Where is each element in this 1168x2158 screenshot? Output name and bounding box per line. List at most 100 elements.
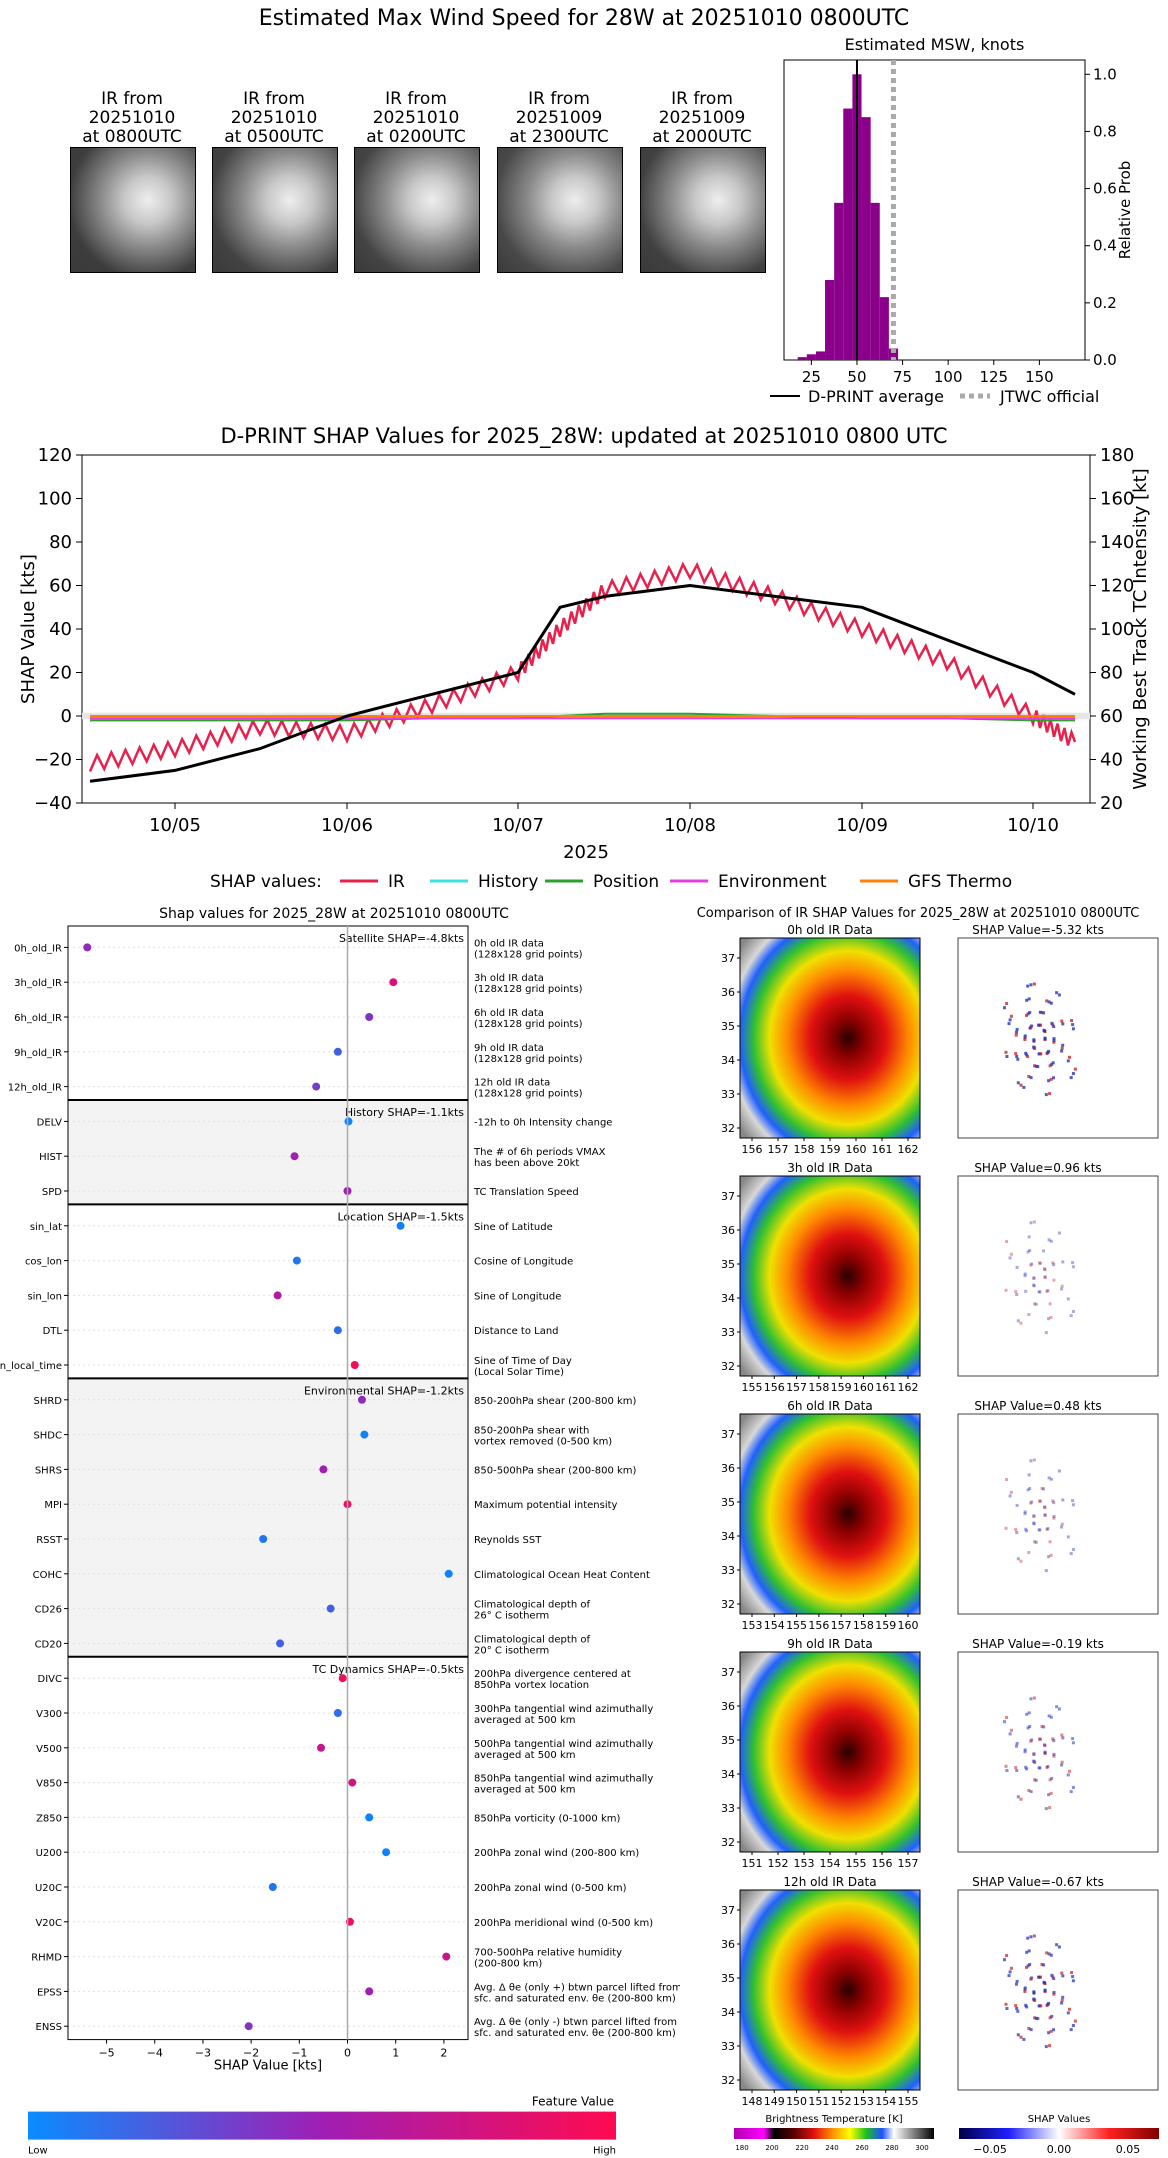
shap-pixel (1008, 1018, 1012, 1022)
shap-pixel (1027, 1789, 1031, 1792)
feature-point (83, 943, 92, 952)
bt-colorbar-tick: 260 (855, 2144, 868, 2152)
feature-point (317, 1743, 326, 1752)
feature-x-tick-label: −5 (98, 2047, 114, 2060)
feature-name: ENSS (36, 2022, 63, 2033)
feature-description: (128x128 grid points) (474, 949, 583, 960)
shap-pixel (1026, 1936, 1030, 1940)
shap-pixel (1061, 1022, 1065, 1026)
ir-x-tick-label: 157 (786, 1381, 807, 1394)
shap-pixel (1073, 1067, 1077, 1071)
shap-pixel (1034, 1540, 1038, 1544)
shap-pixel (1009, 1966, 1013, 1970)
ts-y-tick-label: 120 (38, 445, 72, 466)
ir-y-tick-label: 36 (721, 1224, 735, 1237)
shap-pixel (1071, 2024, 1075, 2027)
shap-pixel (1027, 1235, 1031, 1239)
shap-pixel (1004, 1764, 1008, 1768)
ts-xlabel: 2025 (563, 842, 609, 863)
shap-pixel (1069, 1790, 1073, 1794)
shap-pixel (1026, 1250, 1030, 1254)
shap-pixel (1033, 1760, 1037, 1764)
ir-y-tick-label: 33 (721, 1564, 735, 1577)
ir-x-tick-label: 157 (831, 1619, 852, 1632)
shap-pixel (1026, 984, 1030, 988)
shap-pixel (1049, 1001, 1053, 1005)
shap-pixel (1049, 1077, 1053, 1081)
feature-name: SHRD (33, 1396, 62, 1407)
shap-pixel (1071, 1072, 1075, 1075)
shap-pixel (1060, 1019, 1064, 1023)
shap-pixel (1003, 1006, 1006, 1010)
shap-pixel (1016, 2033, 1020, 2037)
shap-panel-title: SHAP Value=0.96 kts (974, 1161, 1101, 1175)
shap-pixel (1066, 1535, 1070, 1539)
shap-pixel (1047, 1049, 1051, 1053)
feature-x-tick-label: −1 (291, 2047, 307, 2060)
feature-x-tick-label: 2 (440, 2047, 447, 2060)
feature-point (276, 1639, 285, 1648)
shap-pixel (1023, 1988, 1027, 1992)
ir-x-tick-label: 148 (742, 2095, 763, 2108)
shap-pixel (1070, 1971, 1074, 1974)
shap-pixel (1051, 1499, 1055, 1503)
feature-description: 850-200hPa shear with (474, 1426, 589, 1437)
ts-legend-label: TC Intensity (561, 894, 663, 895)
shap-pixel (1048, 2044, 1052, 2048)
ir-y-tick-label: 36 (721, 1938, 735, 1951)
shap-pixel (1051, 1975, 1055, 1979)
shap-pixel (1015, 1982, 1018, 1986)
shap-pixel (1029, 2028, 1033, 2032)
shap-pixel (1048, 1302, 1052, 1306)
shap-pixel (1047, 1238, 1051, 1242)
ts-ylabel-left: SHAP Value [kts] (18, 554, 39, 704)
shap-pixel (1032, 1753, 1036, 1756)
shap-pixel (1045, 1951, 1049, 1955)
shap-pixel (1052, 1992, 1056, 1996)
shap-pixel (1050, 1973, 1054, 1977)
ir-thumbnail-label-line: at 0200UTC (366, 127, 466, 147)
shap-pixel (1039, 1052, 1043, 1056)
feature-name: sin_local_time (0, 1361, 62, 1372)
ts-yr-tick-label: 120 (1100, 576, 1134, 597)
shap-pixel (1019, 2035, 1023, 2039)
shap-pixel (1032, 1283, 1036, 1287)
ir-thumbnail-label: IR from 20251010 at 0800UTC (62, 90, 202, 147)
shap-pixel (1022, 2037, 1026, 2041)
shap-pixel (1014, 1766, 1018, 1770)
shap-pixel (1066, 1059, 1070, 1063)
ir-y-tick-label: 36 (721, 1700, 735, 1713)
shap-pixel (1038, 1290, 1042, 1294)
shap-pixel (1051, 1061, 1055, 1065)
feature-x-tick-label: 1 (392, 2047, 399, 2060)
shap-pixel (1015, 1030, 1018, 1034)
shap-pixel (1023, 1274, 1027, 1278)
ir-y-tick-label: 37 (721, 1666, 735, 1679)
shap-pixel (1043, 1506, 1047, 1510)
shap-pixel (1034, 1778, 1038, 1782)
ir-thumbnail-label-line: at 0800UTC (82, 127, 182, 147)
shap-pixel (1048, 1540, 1052, 1544)
feature-name: 12h_old_IR (8, 1083, 62, 1094)
shap-pixel (1052, 1977, 1056, 1981)
msw-x-tick-label: 100 (934, 368, 963, 386)
ir-y-tick-label: 34 (721, 1054, 735, 1067)
shap-pixel (1034, 1064, 1038, 1068)
ir-y-tick-label: 32 (721, 1360, 735, 1373)
shap-pixel (1036, 2017, 1040, 2021)
shap-pixel (1029, 983, 1033, 987)
shap-colorbar-tick: −0.05 (973, 2143, 1007, 2156)
ir-y-tick-label: 34 (721, 2006, 735, 2019)
shap-pixel (1026, 1488, 1030, 1492)
shap-pixel (1015, 1979, 1019, 1983)
shap-colorbar (959, 2128, 1159, 2139)
feature-colorbar-title: Feature Value (532, 2095, 614, 2109)
feature-point (365, 1987, 374, 1996)
shap-pixel (1060, 1733, 1064, 1737)
group-shap-label: History SHAP=-1.1kts (345, 1106, 464, 1119)
ir-y-tick-label: 34 (721, 1530, 735, 1543)
shap-pixel (1043, 1513, 1047, 1517)
shap-pixel (1007, 1022, 1011, 1026)
shap-pixel (1005, 1055, 1009, 1058)
